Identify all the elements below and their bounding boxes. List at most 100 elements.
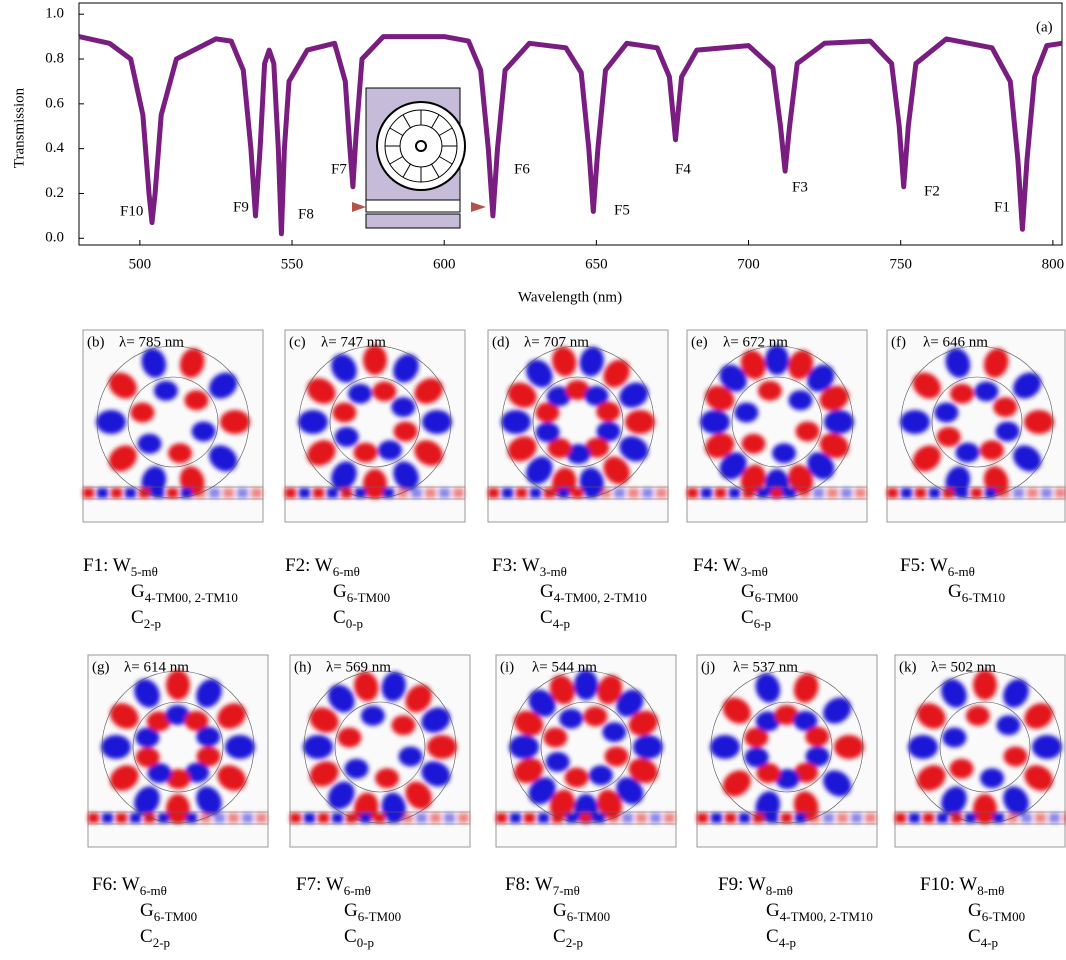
mode-line: G6-TM10 (948, 582, 1005, 608)
panel-wavelength: λ= 707 nm (524, 334, 589, 350)
mode-subscript: 6-mθ (344, 883, 371, 898)
y-tick-label: 0.6 (45, 95, 64, 111)
mode-symbol: G (968, 900, 982, 921)
waveguide-field (915, 488, 926, 498)
panel-wavelength: λ= 614 nm (124, 659, 189, 675)
waveguide-field (83, 488, 94, 498)
waveguide-field (929, 488, 940, 498)
mode-symbol: W (522, 555, 540, 576)
mode-line: F8: W7-mθ (505, 875, 610, 901)
mode-label: F10: (920, 874, 955, 895)
field-lobe (154, 381, 178, 401)
waveguide-field (855, 488, 866, 498)
waveguide-field (622, 813, 633, 823)
mode-line: F3: W3-mθ (492, 556, 647, 582)
mode-symbol: G (344, 900, 358, 921)
mode-symbol: C (131, 607, 144, 628)
field-lobe (596, 402, 620, 422)
mode-label: F7: (296, 874, 321, 895)
mode-subscript: 7-mθ (553, 883, 580, 898)
field-lobe (335, 427, 359, 447)
mode-subscript: 6-p (754, 616, 771, 631)
mode-subscript: 4-TM00, 2-TM10 (780, 909, 873, 924)
waveguide-field (1035, 813, 1046, 823)
mode-line: C4-p (766, 927, 873, 953)
waveguide-field (496, 813, 507, 823)
mode-line: F6: W6-mθ (92, 875, 197, 901)
field-lobe (980, 440, 1004, 460)
panel-tag: (g) (92, 659, 110, 675)
mode-subscript: 4-p (553, 616, 570, 631)
waveguide-field (538, 813, 549, 823)
waveguide-field (510, 813, 521, 823)
field-lobe (796, 421, 820, 441)
field-lobe (602, 722, 626, 742)
mode-line: G6-TM00 (333, 582, 390, 608)
annotation: F9 (233, 199, 249, 215)
waveguide-field (909, 813, 920, 823)
mode-description: F3: W3-mθG4-TM00, 2-TM10C4-p (492, 556, 647, 634)
mode-symbol: G (766, 900, 780, 921)
waveguide-field (130, 813, 141, 823)
waveguide-field (544, 488, 555, 498)
waveguide-field (285, 488, 296, 498)
waveguide-field (1013, 488, 1024, 498)
field-lobe (546, 752, 570, 772)
mode-symbol: G (140, 900, 154, 921)
y-axis-label: Transmission (11, 87, 27, 168)
waveguide-field (656, 488, 667, 498)
field-lobe (96, 410, 126, 434)
waveguide-field (237, 488, 248, 498)
mode-subscript: 6-TM00 (755, 590, 798, 605)
field-lobe (605, 746, 629, 766)
field-lobe (908, 735, 938, 759)
waveguide-field (1021, 813, 1032, 823)
field-lobe (509, 735, 539, 759)
field-lobe (950, 759, 974, 779)
waveguide-field (430, 813, 441, 823)
waveguide-field (502, 488, 513, 498)
waveguide-field (739, 813, 750, 823)
field-lobe (225, 735, 255, 759)
field-lobe (974, 381, 998, 401)
waveguide-field (411, 488, 422, 498)
field-lobe (589, 765, 613, 785)
mode-subscript: 4-TM00, 2-TM10 (554, 590, 647, 605)
waveguide-field (771, 488, 782, 498)
waveguide-field (102, 813, 113, 823)
mode-line: G6-TM00 (344, 901, 401, 927)
waveguide-field (139, 488, 150, 498)
mode-line: G6-TM00 (553, 901, 610, 927)
waveguide-field (628, 488, 639, 498)
mode-line: C4-p (540, 608, 647, 634)
field-lobe (337, 728, 361, 748)
mode-label: F9: (718, 874, 743, 895)
field-lobe (805, 727, 829, 747)
waveguide-field (1027, 488, 1038, 498)
mode-symbol: G (553, 900, 567, 921)
field-panel: (b)λ= 785 nm (83, 330, 263, 522)
waveguide-field (214, 813, 225, 823)
field-lobe (565, 768, 589, 788)
waveguide-field (715, 488, 726, 498)
field-panel: (e)λ= 672 nm (687, 330, 867, 522)
mode-subscript: 6-TM00 (347, 590, 390, 605)
mode-symbol: C (741, 607, 754, 628)
waveguide-field (369, 488, 380, 498)
mode-subscript: 6-TM00 (567, 909, 610, 924)
field-lobe (354, 443, 378, 463)
mode-symbol: W (122, 874, 140, 895)
waveguide-field (650, 813, 661, 823)
y-tick-label: 0.8 (45, 50, 64, 66)
mode-subscript: 8-mθ (977, 883, 1004, 898)
mode-subscript: 3-mθ (741, 564, 768, 579)
mode-label: F8: (505, 874, 530, 895)
mode-line: F2: W6-mθ (285, 556, 390, 582)
panel-tag: (i) (500, 659, 514, 675)
mode-description: F7: W6-mθG6-TM00C0-p (296, 875, 401, 953)
waveguide-field (851, 813, 862, 823)
waveguide-field (979, 813, 990, 823)
waveguide-field (374, 813, 385, 823)
field-lobe (391, 397, 415, 417)
waveguide-field (453, 488, 464, 498)
